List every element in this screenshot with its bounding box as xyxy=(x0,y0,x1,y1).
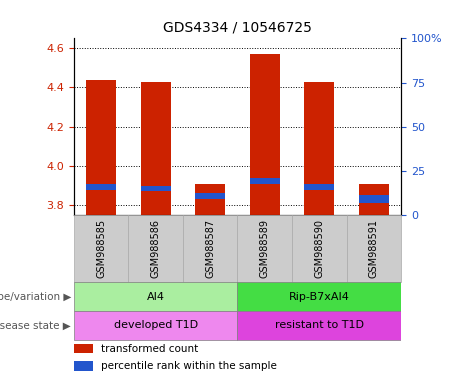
Text: Rip-B7xAI4: Rip-B7xAI4 xyxy=(289,291,350,302)
Bar xyxy=(237,282,401,311)
Text: developed T1D: developed T1D xyxy=(113,320,198,331)
Bar xyxy=(237,311,401,340)
Bar xyxy=(359,184,389,215)
Bar xyxy=(74,282,237,311)
Bar xyxy=(292,215,347,282)
Text: disease state ▶: disease state ▶ xyxy=(0,320,71,331)
Bar xyxy=(74,361,93,371)
Bar xyxy=(74,215,128,282)
Bar xyxy=(128,215,183,282)
Bar xyxy=(195,194,225,199)
Bar xyxy=(86,79,116,215)
Text: GSM988585: GSM988585 xyxy=(96,219,106,278)
Text: percentile rank within the sample: percentile rank within the sample xyxy=(101,361,277,371)
Bar xyxy=(237,215,292,282)
Bar xyxy=(74,344,93,353)
Bar xyxy=(141,185,171,192)
Text: AI4: AI4 xyxy=(147,291,165,302)
Bar xyxy=(347,215,401,282)
Text: GSM988587: GSM988587 xyxy=(205,219,215,278)
Title: GDS4334 / 10546725: GDS4334 / 10546725 xyxy=(163,20,312,35)
Bar xyxy=(250,54,280,215)
Bar xyxy=(304,81,334,215)
Text: GSM988590: GSM988590 xyxy=(314,219,324,278)
Bar xyxy=(141,81,171,215)
Bar xyxy=(74,311,237,340)
Bar xyxy=(304,184,334,190)
Text: GSM988589: GSM988589 xyxy=(260,219,270,278)
Bar xyxy=(86,184,116,190)
Text: genotype/variation ▶: genotype/variation ▶ xyxy=(0,291,71,302)
Bar xyxy=(183,215,237,282)
Bar xyxy=(250,178,280,184)
Text: resistant to T1D: resistant to T1D xyxy=(275,320,364,331)
Text: transformed count: transformed count xyxy=(101,344,198,354)
Bar xyxy=(195,184,225,215)
Text: GSM988591: GSM988591 xyxy=(369,219,379,278)
Text: GSM988586: GSM988586 xyxy=(151,219,160,278)
Bar xyxy=(359,195,389,203)
